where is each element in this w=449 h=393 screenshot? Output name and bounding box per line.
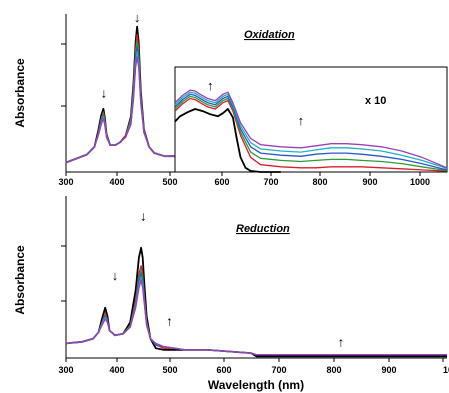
x-tick-label: 1000 (410, 177, 430, 187)
x-tick-label: 800 (312, 177, 327, 187)
top-title: Oxidation (244, 29, 295, 41)
x-tick-label: 400 (109, 177, 124, 187)
series-line (66, 35, 175, 163)
bottom-arrows: ↓ ↓ ↑ ↑ (112, 208, 344, 349)
series-line (66, 57, 175, 163)
arrow-icon: ↓ (134, 10, 141, 25)
panel-inset: 600 700 800 900 1000 x 10 ↑ ↑ (175, 67, 447, 187)
bottom-title: Reduction (236, 223, 290, 235)
series-line (66, 52, 175, 163)
bottom-x-ticks: 300 400 500 600 700 800 900 10 (58, 358, 449, 375)
x-tick-label: 700 (271, 365, 286, 375)
series-line (66, 274, 447, 355)
series-line (66, 266, 447, 355)
series-line (66, 271, 447, 355)
series-line (66, 277, 447, 355)
top-y-label: Absorbance (13, 58, 27, 128)
x-tick-label: 300 (58, 177, 73, 187)
x-tick-label: 600 (214, 177, 229, 187)
top-curves (66, 27, 175, 163)
inset-scale-label: x 10 (365, 95, 386, 107)
arrow-icon: ↓ (112, 268, 119, 283)
arrow-icon: ↑ (207, 78, 214, 93)
panel-bottom: 300 400 500 600 700 800 900 10 Absorbance Reduc… (13, 196, 449, 392)
x-tick-label: 10 (443, 365, 449, 375)
x-tick-label: 900 (362, 177, 377, 187)
inset-x-ticks: 600 700 800 900 1000 (214, 172, 430, 187)
series-line (66, 280, 447, 355)
x-tick-label: 600 (216, 365, 231, 375)
bottom-x-label: Wavelength (nm) (208, 378, 304, 392)
arrow-icon: ↓ (101, 86, 108, 101)
x-tick-label: 900 (381, 365, 396, 375)
x-tick-label: 800 (326, 365, 341, 375)
x-tick-label: 300 (58, 365, 73, 375)
x-tick-label: 500 (162, 177, 177, 187)
x-tick-label: 500 (162, 365, 177, 375)
top-x-ticks: 300 400 500 (58, 172, 177, 187)
arrow-icon: ↑ (166, 314, 173, 329)
arrow-icon: ↓ (140, 208, 147, 223)
series-line (66, 47, 175, 162)
series-line (66, 41, 175, 163)
bottom-y-label: Absorbance (13, 245, 27, 315)
arrow-icon: ↑ (338, 335, 345, 350)
arrow-icon: ↑ (298, 113, 305, 128)
series-line (66, 248, 447, 357)
x-tick-label: 700 (263, 177, 278, 187)
bottom-curves (66, 248, 447, 357)
x-tick-label: 400 (109, 365, 124, 375)
